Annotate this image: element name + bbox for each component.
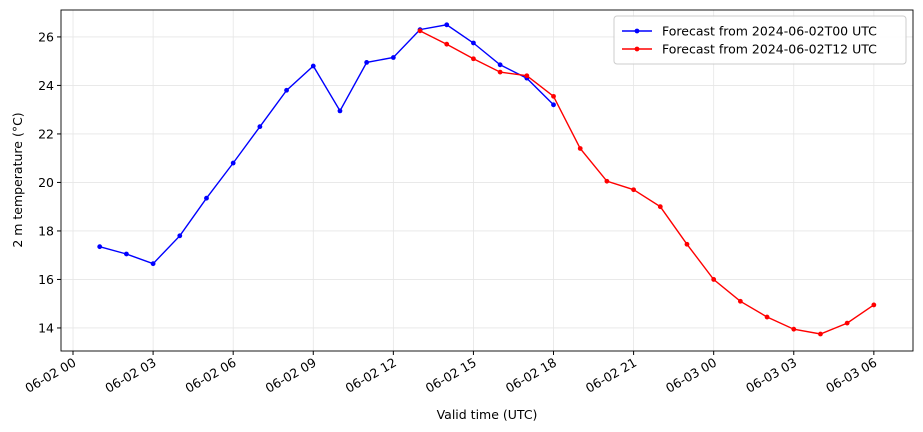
point	[604, 178, 610, 184]
point	[711, 277, 717, 282]
point	[684, 241, 690, 247]
x-tick-label: 06-03 00	[663, 355, 719, 396]
plot-frame	[60, 9, 914, 352]
legend-marker	[634, 28, 640, 34]
point	[337, 108, 343, 114]
point	[791, 326, 797, 332]
point	[417, 28, 423, 34]
y-tick-label: 16	[38, 272, 54, 287]
y-tick-label: 20	[38, 175, 54, 190]
x-tick-label: 06-02 00	[22, 355, 78, 396]
y-tick-label: 26	[38, 29, 54, 44]
series-line	[419, 30, 875, 335]
point	[818, 331, 823, 337]
y-tick-label: 18	[38, 223, 54, 238]
x-tick-label: 06-02 09	[263, 355, 319, 396]
point	[471, 40, 476, 46]
series-line	[99, 24, 554, 265]
legend-box	[613, 15, 907, 65]
point	[444, 22, 450, 28]
legend-label: Forecast from 2024-06-02T00 UTC	[662, 24, 877, 39]
x-tick-label: 06-02 12	[343, 355, 399, 396]
point	[310, 63, 316, 69]
x-tick-label: 06-02 18	[503, 355, 559, 396]
point	[497, 62, 503, 68]
point	[97, 244, 103, 250]
point	[871, 302, 877, 308]
point	[524, 73, 530, 79]
x-tick-label: 06-02 15	[423, 355, 479, 396]
x-tick-label: 06-02 06	[183, 355, 239, 396]
point	[497, 69, 503, 75]
legend-label: Forecast from 2024-06-02T12 UTC	[662, 42, 877, 57]
point	[364, 59, 370, 65]
x-tick-label: 06-03 06	[823, 355, 879, 396]
legend-marker	[634, 46, 640, 52]
point	[471, 56, 476, 62]
point	[737, 298, 743, 304]
point	[631, 187, 636, 193]
point	[551, 93, 556, 99]
y-tick-label: 14	[38, 320, 54, 335]
x-tick-label: 06-03 03	[743, 355, 799, 396]
y-axis-label: 2 m temperature (°C)	[10, 112, 25, 247]
y-tick-label: 24	[38, 78, 54, 93]
point	[124, 251, 129, 257]
x-tick-label: 06-02 21	[583, 355, 639, 396]
point	[844, 320, 850, 326]
point	[284, 87, 289, 93]
point	[551, 102, 556, 108]
point	[257, 124, 263, 130]
point	[444, 41, 450, 47]
point	[577, 146, 583, 151]
point	[177, 233, 183, 239]
x-axis-label: Valid time (UTC)	[437, 407, 538, 422]
x-tick-label: 06-02 03	[102, 355, 158, 396]
point	[657, 204, 663, 210]
y-tick-label: 22	[38, 126, 54, 141]
point	[150, 261, 156, 267]
point	[230, 160, 236, 166]
point	[764, 314, 770, 320]
point	[390, 55, 396, 60]
point	[204, 195, 209, 201]
